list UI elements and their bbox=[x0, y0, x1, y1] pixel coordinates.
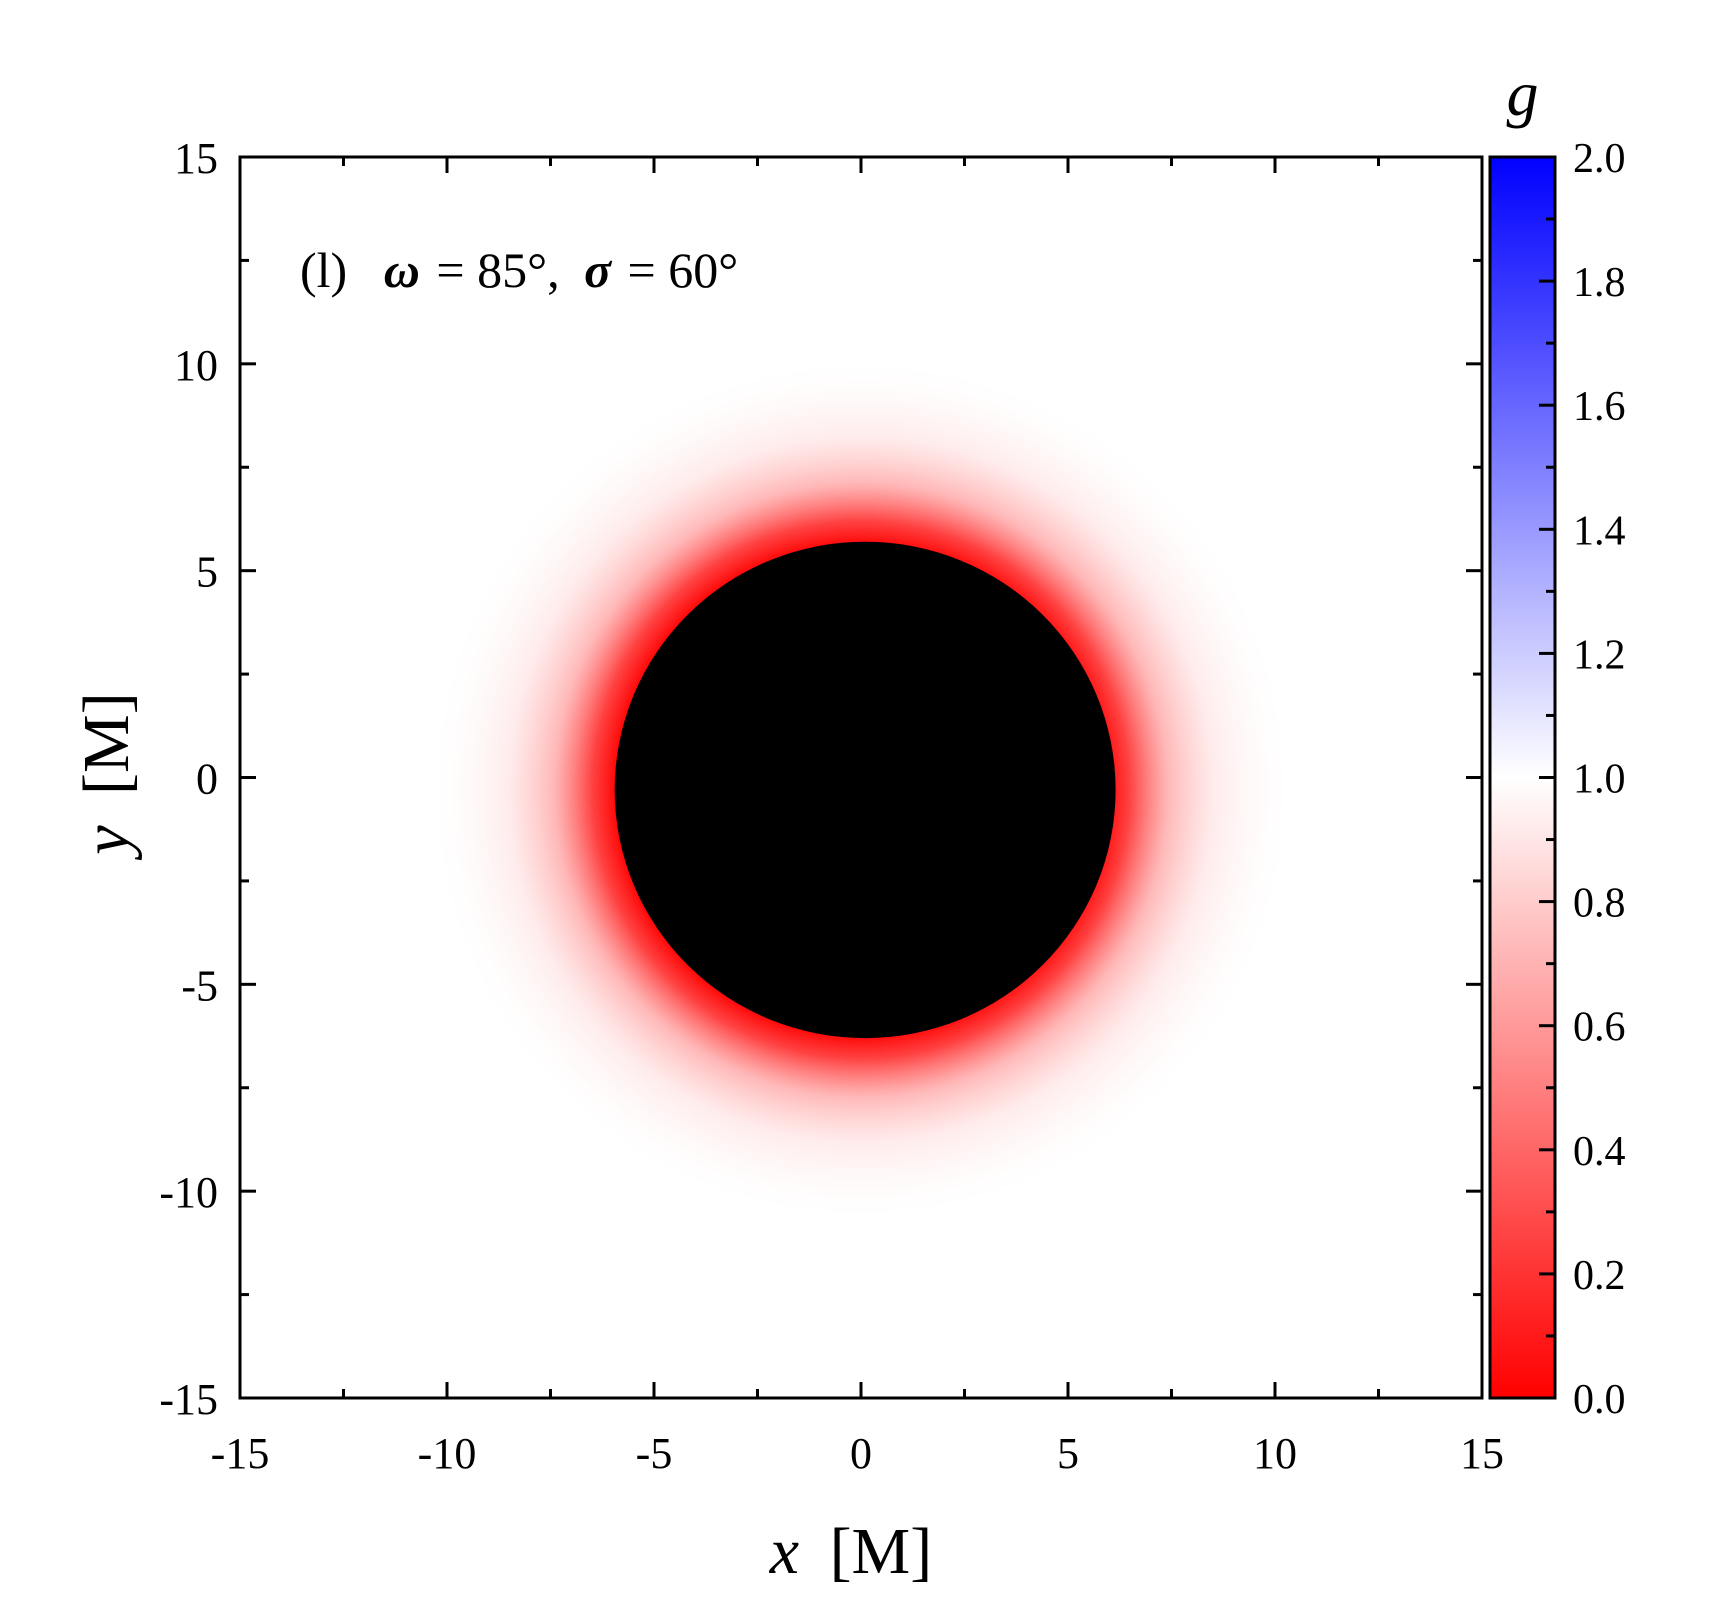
x-tick-label: 5 bbox=[1057, 1429, 1079, 1478]
heatmap-layer bbox=[434, 363, 1288, 1216]
panel-label: (l) bbox=[300, 242, 347, 298]
y-axis-ticks: -15 -10 -5 0 5 10 15 bbox=[159, 134, 1482, 1424]
x-axis-unit: [M] bbox=[830, 1515, 933, 1588]
colorbar-ticks: 0.0 0.2 0.4 0.6 0.8 1.0 1.2 1.4 1.6 1.8 2.0 bbox=[1539, 136, 1626, 1423]
x-tick-label: -15 bbox=[211, 1429, 270, 1478]
colorbar-tick-label: 1.4 bbox=[1573, 508, 1626, 554]
colorbar-tick-label: 0.4 bbox=[1573, 1129, 1626, 1175]
colorbar-title: g bbox=[1507, 58, 1539, 129]
colorbar-tick-label: 0.0 bbox=[1573, 1377, 1626, 1423]
x-tick-label: 15 bbox=[1460, 1429, 1504, 1478]
colorbar-tick-label: 0.8 bbox=[1573, 881, 1626, 927]
colorbar-tick-label: 1.6 bbox=[1573, 384, 1626, 430]
y-tick-label: 5 bbox=[196, 548, 218, 597]
omega-value: = 85°, bbox=[436, 242, 559, 298]
omega-symbol: ω bbox=[384, 242, 420, 298]
sigma-symbol: σ bbox=[584, 242, 613, 298]
y-axis-label: y [M] bbox=[70, 692, 143, 860]
x-tick-label: 0 bbox=[850, 1429, 872, 1478]
colorbar-tick-label: 1.0 bbox=[1573, 757, 1626, 803]
colorbar-tick-label: 1.2 bbox=[1573, 632, 1626, 678]
colorbar-tick-label: 1.8 bbox=[1573, 260, 1626, 306]
x-axis-var: x bbox=[769, 1515, 799, 1588]
y-tick-label: -15 bbox=[159, 1375, 218, 1424]
colorbar-tick-label: 0.6 bbox=[1573, 1005, 1626, 1051]
x-axis-label: x [M] bbox=[769, 1515, 932, 1588]
y-tick-label: 15 bbox=[174, 134, 218, 183]
x-tick-label: -10 bbox=[418, 1429, 477, 1478]
black-hole-shadow bbox=[614, 541, 1116, 1039]
x-tick-label: 10 bbox=[1253, 1429, 1297, 1478]
y-tick-label: -10 bbox=[159, 1168, 218, 1217]
y-axis-var: y bbox=[70, 825, 143, 861]
x-tick-label: -5 bbox=[636, 1429, 673, 1478]
y-axis-unit: [M] bbox=[70, 692, 143, 795]
panel-annotation: (l) ω = 85°, σ = 60° bbox=[300, 242, 738, 298]
y-tick-label: -5 bbox=[181, 961, 218, 1010]
sigma-value: = 60° bbox=[628, 242, 739, 298]
x-axis-ticks: -15 -10 -5 0 5 10 15 bbox=[211, 157, 1504, 1478]
colorbar-tick-label: 2.0 bbox=[1573, 136, 1626, 182]
y-tick-label: 10 bbox=[174, 341, 218, 390]
y-tick-label: 0 bbox=[196, 755, 218, 804]
colorbar-tick-label: 0.2 bbox=[1573, 1253, 1626, 1299]
